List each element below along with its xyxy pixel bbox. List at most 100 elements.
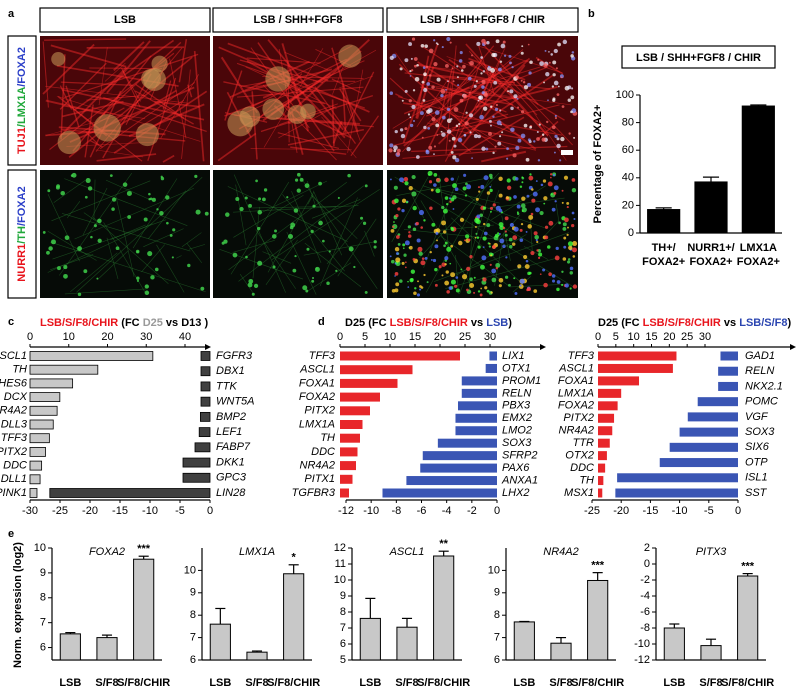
neurite (364, 230, 375, 257)
cell-body (364, 184, 368, 188)
speckle (517, 106, 520, 109)
fiber (391, 104, 560, 147)
gene-label: HES6 (0, 377, 28, 389)
fiber (249, 58, 348, 109)
speckle (486, 289, 490, 293)
fiber (260, 94, 374, 133)
speckle (457, 137, 463, 143)
gene-label: BMP2 (216, 411, 246, 423)
speckle (457, 84, 460, 87)
fiber (85, 131, 100, 146)
top-tick-label: 0 (27, 331, 33, 343)
row-label: TUJ1/LMX1A/FOXA2 (16, 47, 28, 154)
gene-label: PITX1 (304, 473, 335, 485)
fiber (274, 99, 352, 139)
fiber (63, 53, 199, 99)
speckle (543, 63, 548, 68)
speckle (468, 91, 471, 94)
speckle (519, 284, 522, 287)
speckle (482, 70, 486, 73)
speckle (480, 264, 485, 270)
cell-body (293, 208, 299, 213)
speckle (506, 147, 509, 151)
x-tick-label: S/F8/CHIR (571, 677, 624, 689)
fiber (468, 57, 526, 81)
row-label-part: /FOXA2 (16, 47, 28, 87)
gene-label: EMX2 (502, 412, 532, 424)
speckle (466, 266, 471, 272)
fiber (427, 122, 537, 151)
neurite (70, 252, 118, 293)
x-tick-label: LMX1A (740, 242, 777, 254)
cell-body (257, 210, 263, 215)
axis-arrow (540, 344, 546, 350)
speckle (430, 258, 433, 261)
cell-body (302, 285, 308, 291)
fiber (59, 62, 107, 110)
gene-label: PROM1 (502, 375, 541, 387)
speckle (421, 80, 425, 84)
bar (433, 555, 455, 661)
gene-label: DLL1 (1, 473, 27, 485)
neurite (93, 179, 96, 220)
speckle (404, 181, 409, 186)
fiber (74, 39, 175, 111)
speckle (440, 130, 443, 133)
cell-body (488, 245, 491, 248)
speckle (455, 124, 459, 128)
speckle (571, 224, 575, 228)
speckle (510, 106, 514, 111)
fiber (437, 66, 454, 128)
neurite (303, 241, 376, 256)
speckle (490, 124, 492, 127)
fiber (290, 146, 347, 155)
gene-label: LMX1A (299, 418, 335, 430)
fiber (339, 75, 374, 89)
down-bar (420, 463, 497, 473)
speckle (483, 41, 487, 45)
speckle (482, 206, 487, 210)
down-bar (659, 458, 738, 468)
fiber (63, 105, 146, 119)
gene-label: PITX2 (563, 412, 594, 424)
up-bar (598, 363, 673, 373)
fiber (479, 45, 563, 74)
y-tick-label: 9 (190, 587, 196, 599)
speckle (539, 61, 544, 66)
bottom-tick-label: -30 (22, 505, 38, 517)
cell-body (312, 204, 316, 208)
speckle (446, 107, 451, 112)
cell-body (83, 269, 88, 274)
speckle (527, 43, 530, 46)
speckle (441, 46, 444, 49)
up-bar (340, 351, 460, 361)
speckle (435, 188, 441, 194)
speckle (423, 87, 428, 93)
x-tick-label: S/F8 (95, 677, 118, 689)
cell-cluster (300, 103, 316, 120)
speckle (489, 263, 492, 266)
bottom-tick-label: -20 (613, 505, 629, 517)
speckle (520, 51, 524, 55)
cell-body (85, 178, 91, 184)
gene-label: RELN (502, 387, 531, 399)
speckle (513, 277, 516, 280)
speckle (499, 60, 503, 63)
neurite (115, 196, 135, 277)
speckle (523, 123, 528, 128)
title-box (621, 45, 776, 69)
fiber (60, 81, 134, 86)
speckle (559, 159, 562, 162)
speckle (401, 198, 407, 204)
neurite (440, 224, 494, 231)
speckle (395, 235, 400, 239)
speckle (545, 72, 550, 77)
cell-body (258, 197, 262, 201)
up-bar (29, 488, 38, 498)
gene-label: NR4A2 (0, 405, 27, 417)
speckle (543, 282, 548, 288)
speckle (573, 217, 576, 221)
speckle (462, 64, 466, 69)
speckle (484, 286, 488, 290)
